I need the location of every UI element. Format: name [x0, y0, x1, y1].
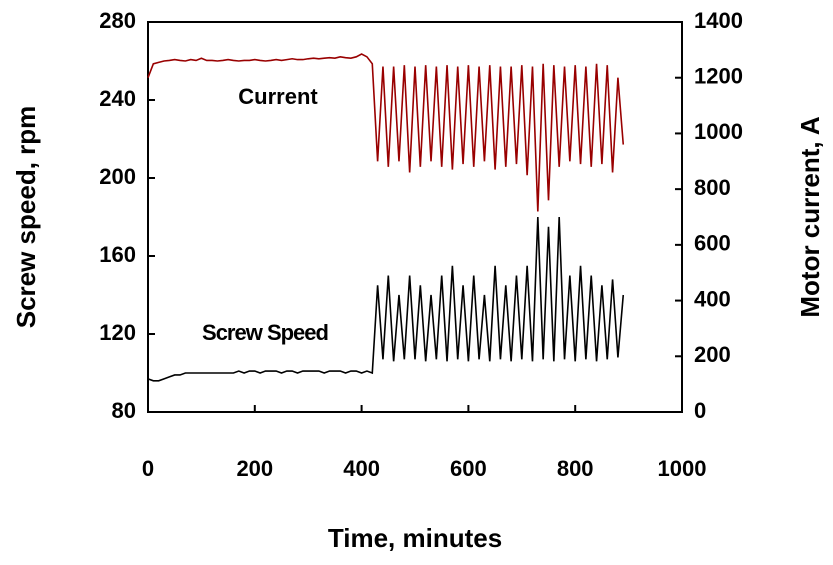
y-tick-label: 280: [99, 8, 136, 33]
y-tick-label: 160: [99, 242, 136, 267]
y-tick-label: 240: [99, 86, 136, 111]
x-tick-label: 1000: [658, 456, 707, 481]
x-tick-label: 0: [142, 456, 154, 481]
x-tick-label: 400: [343, 456, 380, 481]
y-tick-label: 200: [99, 164, 136, 189]
x-axis-title: Time, minutes: [328, 523, 502, 553]
y2-tick-label: 400: [694, 286, 731, 311]
y-axis-title: Screw speed, rpm: [11, 106, 41, 329]
y2-axis-title: Motor current, A: [795, 116, 825, 317]
x-tick-label: 800: [557, 456, 594, 481]
x-tick-label: 200: [236, 456, 273, 481]
y2-tick-label: 200: [694, 342, 731, 367]
x-tick-label: 600: [450, 456, 487, 481]
y2-tick-label: 600: [694, 231, 731, 256]
line-series: [147, 216, 625, 382]
annotation: Current: [238, 84, 318, 109]
y2-tick-label: 1000: [694, 119, 743, 144]
y2-tick-label: 1200: [694, 64, 743, 89]
y2-tick-label: 0: [694, 398, 706, 423]
y2-tick-label: 1400: [694, 8, 743, 33]
y2-tick-label: 800: [694, 175, 731, 200]
plot-frame: [147, 21, 683, 413]
y-tick-label: 120: [99, 320, 136, 345]
y-tick-label: 80: [112, 398, 136, 423]
annotation: Screw Speed: [202, 320, 328, 345]
line-series: [147, 53, 625, 212]
